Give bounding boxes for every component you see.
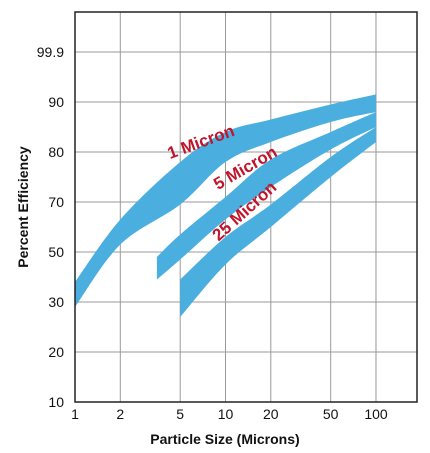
x-tick-label: 50	[323, 406, 339, 422]
efficiency-band-3	[180, 127, 376, 317]
efficiency-band-2	[156, 112, 376, 280]
y-tick-label: 20	[48, 344, 64, 360]
x-tick-label: 10	[218, 406, 234, 422]
x-tick-label: 2	[116, 406, 124, 422]
x-tick-label: 5	[176, 406, 184, 422]
x-tick-label: 1	[71, 406, 79, 422]
y-tick-label: 50	[48, 244, 64, 260]
efficiency-band-1	[75, 94, 376, 307]
y-axis-ticks: 10 20 30 50 70 80 90 99.9	[37, 44, 64, 410]
y-tick-label: 30	[48, 294, 64, 310]
plot-frame	[74, 11, 418, 403]
y-tick-label: 80	[48, 144, 64, 160]
x-axis-title: Particle Size (Microns)	[150, 431, 299, 447]
x-axis-ticks: 1 2 5 10 20 50 100	[71, 406, 388, 422]
y-tick-label: 70	[48, 194, 64, 210]
y-tick-label: 90	[48, 94, 64, 110]
y-axis-title: Percent Efficiency	[15, 146, 31, 268]
y-tick-label: 10	[48, 394, 64, 410]
efficiency-bands	[75, 94, 376, 317]
x-tick-label: 20	[263, 406, 279, 422]
x-tick-label: 100	[364, 406, 388, 422]
y-tick-label: 99.9	[37, 44, 64, 60]
